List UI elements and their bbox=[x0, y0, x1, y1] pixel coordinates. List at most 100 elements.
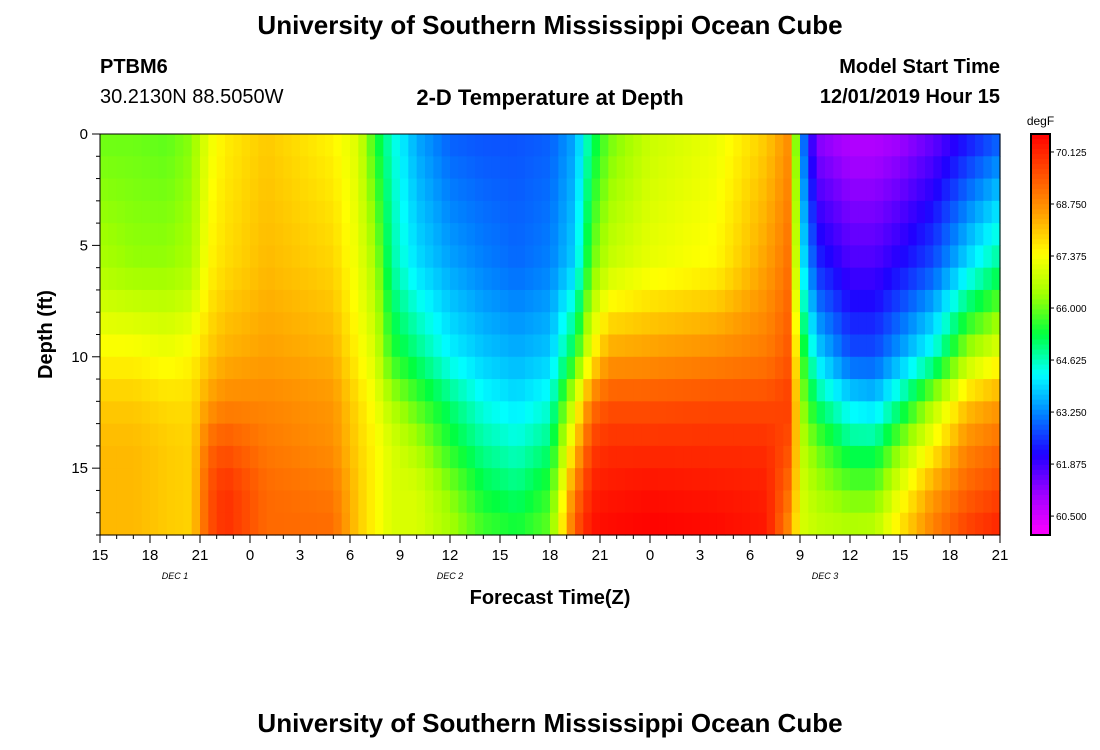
heatmap-cell bbox=[366, 379, 376, 402]
heatmap-cell bbox=[608, 312, 618, 336]
heatmap-cell bbox=[466, 134, 476, 157]
heatmap-cell bbox=[433, 379, 443, 402]
heatmap-cell bbox=[591, 401, 601, 425]
heatmap-cell bbox=[275, 312, 284, 336]
heatmap-cell bbox=[841, 334, 851, 358]
heatmap-cell bbox=[266, 512, 276, 536]
heatmap-cell bbox=[175, 423, 184, 447]
heatmap-cell bbox=[966, 178, 976, 202]
heatmap-cell bbox=[858, 490, 868, 514]
heatmap-cell bbox=[883, 423, 893, 447]
heatmap-cell bbox=[266, 356, 276, 380]
heatmap-cell bbox=[975, 512, 984, 536]
heatmap-cell bbox=[683, 512, 693, 536]
heatmap-cell bbox=[116, 423, 126, 447]
heatmap-cell bbox=[933, 490, 943, 514]
colorbar-segment bbox=[1031, 499, 1050, 506]
heatmap-cell bbox=[958, 512, 968, 536]
heatmap-cell bbox=[891, 468, 901, 492]
heatmap-cell bbox=[958, 423, 968, 447]
colorbar-segment bbox=[1031, 169, 1050, 175]
heatmap-cell bbox=[591, 289, 601, 313]
heatmap-cell bbox=[475, 423, 484, 447]
heatmap-cell bbox=[300, 178, 309, 202]
heatmap-cell bbox=[391, 356, 401, 380]
heatmap-cell bbox=[933, 289, 943, 313]
heatmap-cell bbox=[616, 289, 626, 313]
heatmap-cell bbox=[791, 134, 801, 157]
heatmap-cell bbox=[466, 356, 476, 380]
heatmap-cell bbox=[966, 490, 976, 514]
heatmap-cell bbox=[258, 423, 268, 447]
heatmap-cell bbox=[875, 245, 884, 269]
heatmap-cell bbox=[225, 312, 234, 336]
heatmap-cell bbox=[475, 490, 484, 514]
heatmap-cell bbox=[975, 156, 984, 180]
heatmap-cell bbox=[283, 401, 293, 425]
heatmap-cell bbox=[458, 490, 468, 514]
heatmap-cell bbox=[791, 223, 801, 246]
date-label: DEC 1 bbox=[162, 571, 189, 581]
heatmap-cell bbox=[850, 512, 859, 536]
heatmap-cell bbox=[833, 134, 843, 157]
heatmap-cell bbox=[350, 312, 359, 336]
date-label: DEC 3 bbox=[812, 571, 839, 581]
heatmap-cell bbox=[308, 356, 318, 380]
heatmap-cell bbox=[866, 312, 876, 336]
heatmap-cell bbox=[750, 312, 759, 336]
heatmap-cell bbox=[191, 156, 201, 180]
heatmap-cell bbox=[116, 401, 126, 425]
heatmap-cell bbox=[866, 245, 876, 269]
heatmap-cell bbox=[883, 401, 893, 425]
heatmap-cell bbox=[766, 379, 776, 402]
heatmap-cell bbox=[200, 490, 209, 514]
heatmap-cell bbox=[433, 178, 443, 202]
heatmap-cell bbox=[725, 223, 734, 246]
heatmap-cell bbox=[183, 178, 193, 202]
heatmap-cell bbox=[233, 512, 243, 536]
heatmap-cell bbox=[383, 223, 393, 246]
heatmap-cell bbox=[425, 178, 434, 202]
heatmap-cell bbox=[475, 156, 484, 180]
heatmap-cell bbox=[983, 356, 993, 380]
heatmap-cell bbox=[175, 134, 184, 157]
heatmap-cell bbox=[341, 512, 351, 536]
heatmap-cell bbox=[975, 289, 984, 313]
heatmap-cell bbox=[258, 289, 268, 313]
heatmap-cell bbox=[525, 134, 534, 157]
colorbar-frame bbox=[1030, 133, 1051, 536]
heatmap-cell bbox=[766, 312, 776, 336]
heatmap-cell bbox=[108, 512, 118, 536]
heatmap-cell bbox=[916, 468, 926, 492]
heatmap-cell bbox=[775, 156, 784, 180]
heatmap-cell bbox=[308, 178, 318, 202]
heatmap-cell bbox=[991, 423, 1001, 447]
heatmap-cell bbox=[658, 423, 668, 447]
heatmap-cell bbox=[550, 289, 559, 313]
heatmap-cell bbox=[116, 468, 126, 492]
heatmap-cell bbox=[533, 200, 543, 224]
heatmap-cell bbox=[450, 468, 459, 492]
heatmap-cell bbox=[600, 401, 609, 425]
heatmap-cell bbox=[458, 445, 468, 469]
heatmap-cell bbox=[500, 156, 509, 180]
heatmap-cell bbox=[600, 423, 609, 447]
heatmap-cell bbox=[858, 200, 868, 224]
heatmap-cell bbox=[233, 156, 243, 180]
heatmap-cell bbox=[225, 379, 234, 402]
heatmap-cell bbox=[383, 334, 393, 358]
heatmap-cell bbox=[666, 512, 676, 536]
heatmap-cell bbox=[841, 267, 851, 291]
heatmap-cell bbox=[408, 445, 418, 469]
heatmap-cell bbox=[508, 200, 518, 224]
heatmap-cell bbox=[666, 490, 676, 514]
heatmap-cell bbox=[516, 267, 526, 291]
heatmap-cell bbox=[841, 512, 851, 536]
heatmap-cell bbox=[233, 334, 243, 358]
heatmap-cell bbox=[900, 245, 909, 269]
heatmap-cell bbox=[950, 156, 959, 180]
heatmap-cell bbox=[783, 245, 793, 269]
heatmap-cell bbox=[416, 379, 426, 402]
colorbar-segment bbox=[1031, 314, 1050, 321]
heatmap-cell bbox=[200, 200, 209, 224]
